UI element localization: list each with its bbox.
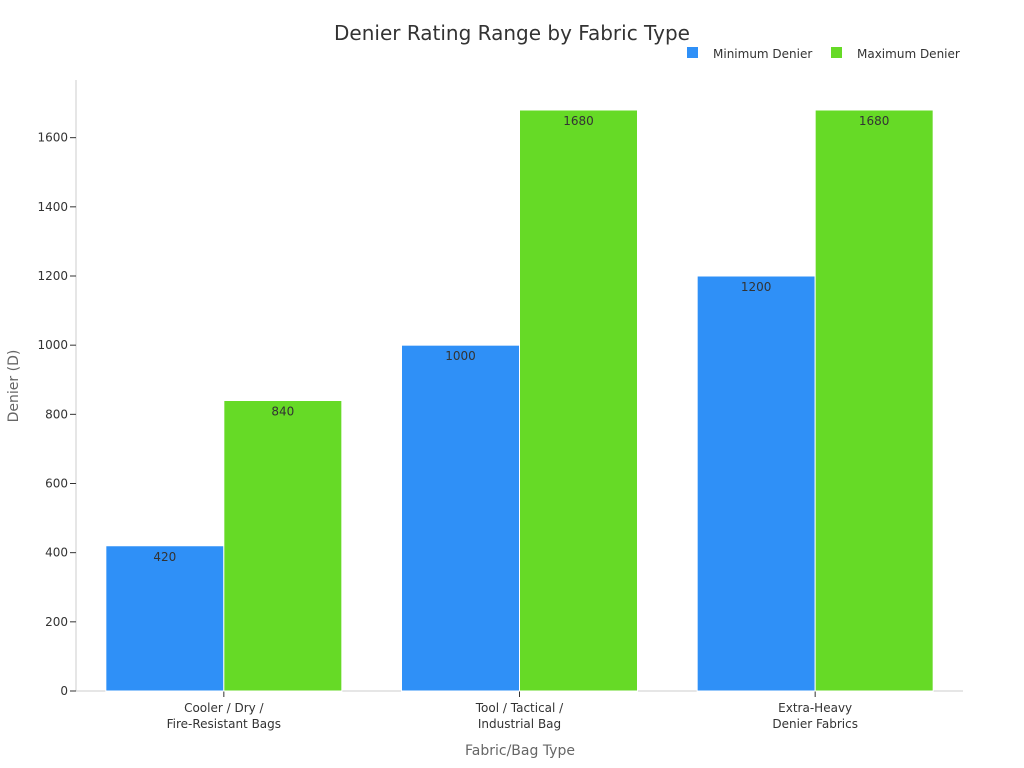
x-tick-label: Industrial Bag — [478, 717, 561, 731]
bar-minimum — [696, 275, 816, 692]
bar-maximum — [814, 109, 934, 692]
x-tick-label: Cooler / Dry / — [184, 701, 264, 715]
y-axis: 0 200 400 600 800 1000 1200 1400 1600 — [37, 80, 77, 698]
x-tick-label: Tool / Tactical / — [475, 701, 564, 715]
legend-swatch — [831, 47, 842, 58]
data-label: 1200 — [741, 280, 772, 294]
y-tick-label: 800 — [45, 407, 68, 421]
x-tick-label: Denier Fabrics — [772, 717, 858, 731]
legend-swatch — [687, 47, 698, 58]
data-label: 420 — [153, 550, 176, 564]
data-label: 1000 — [445, 349, 476, 363]
legend: Minimum Denier Maximum Denier — [687, 47, 960, 61]
data-label: 1680 — [563, 114, 594, 128]
chart-title: Denier Rating Range by Fabric Type — [334, 21, 690, 45]
bar-minimum — [105, 545, 225, 692]
x-axis: Cooler / Dry / Fire-Resistant Bags Tool / … — [76, 690, 963, 731]
bar-maximum — [519, 109, 638, 692]
data-label: 1680 — [859, 114, 890, 128]
y-tick-label: 1600 — [37, 131, 68, 145]
y-tick-label: 400 — [45, 546, 68, 560]
y-tick-label: 600 — [45, 477, 68, 491]
bars — [105, 109, 934, 692]
y-tick-label: 1000 — [37, 338, 68, 352]
y-tick-label: 1200 — [37, 269, 68, 283]
x-axis-title: Fabric/Bag Type — [465, 743, 575, 759]
y-axis-title: Denier (D) — [6, 350, 22, 423]
y-tick-label: 1400 — [37, 200, 68, 214]
x-tick-label: Fire-Resistant Bags — [167, 717, 281, 731]
x-tick-label: Extra-Heavy — [778, 701, 852, 715]
bar-maximum — [223, 400, 343, 692]
legend-label: Maximum Denier — [857, 47, 960, 61]
y-tick-label: 0 — [60, 684, 68, 698]
bar-minimum — [401, 344, 520, 692]
data-labels: 420 840 1000 1680 1200 1680 — [153, 114, 889, 564]
y-tick-label: 200 — [45, 615, 68, 629]
legend-label: Minimum Denier — [713, 47, 812, 61]
data-label: 840 — [271, 405, 294, 419]
